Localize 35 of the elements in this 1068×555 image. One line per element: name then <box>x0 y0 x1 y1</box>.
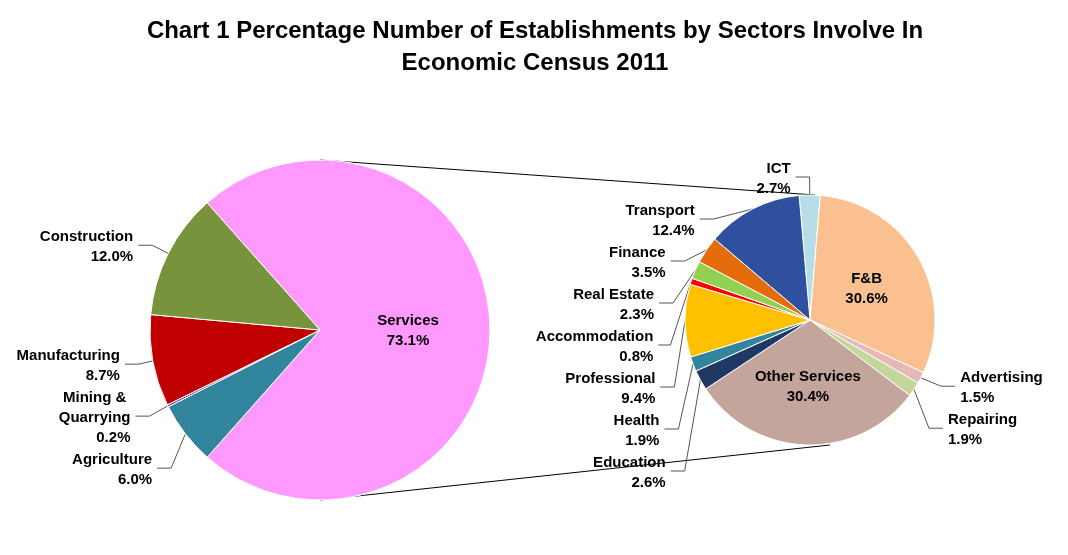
data-label: 2.7% <box>756 178 791 196</box>
data-label: 73.1% <box>386 331 430 349</box>
data-label: 1.9% <box>947 429 983 447</box>
data-label: 3.5% <box>631 262 666 280</box>
data-label: 9.4% <box>621 388 656 406</box>
data-label: 30.6% <box>845 288 888 306</box>
data-label: 1.5% <box>960 387 995 405</box>
slice-label: Real Estate <box>573 284 655 302</box>
slice-label: Health <box>613 410 660 428</box>
slice-label: Professional <box>565 368 656 386</box>
data-label: 8.7% <box>85 365 120 383</box>
slice-label: F&B <box>851 268 883 286</box>
data-label: 2.3% <box>619 304 655 322</box>
data-label: 0.8% <box>619 346 654 364</box>
slice-label: Education <box>593 452 666 470</box>
data-label: 1.9% <box>625 430 660 448</box>
slice-label: Mining & Quarrying <box>58 387 131 425</box>
slice-label: Finance <box>609 242 666 260</box>
data-label: 0.2% <box>96 427 131 445</box>
slice-label: Services <box>377 311 439 329</box>
slice-label: Construction <box>39 226 134 244</box>
slice-label: Repairing <box>947 409 1018 427</box>
slice-label: Manufacturing <box>16 345 120 363</box>
slice-label: Advertising <box>960 367 1043 385</box>
slice-label: ICT <box>766 158 791 176</box>
data-label: 6.0% <box>117 469 153 487</box>
slice-label: Accommodation <box>535 326 654 344</box>
chart-title: Chart 1 Percentage Number of Establishments by Sectors Involve In Economic Census 2011 <box>145 15 925 77</box>
slice-label: Agriculture <box>72 449 153 467</box>
data-label: 2.6% <box>631 472 666 490</box>
data-label: 30.4% <box>786 386 830 404</box>
slice-label: Other Services <box>754 366 861 384</box>
data-label: 12.4% <box>652 220 695 238</box>
slice-label: Transport <box>625 200 695 218</box>
data-label: 12.0% <box>90 246 134 264</box>
